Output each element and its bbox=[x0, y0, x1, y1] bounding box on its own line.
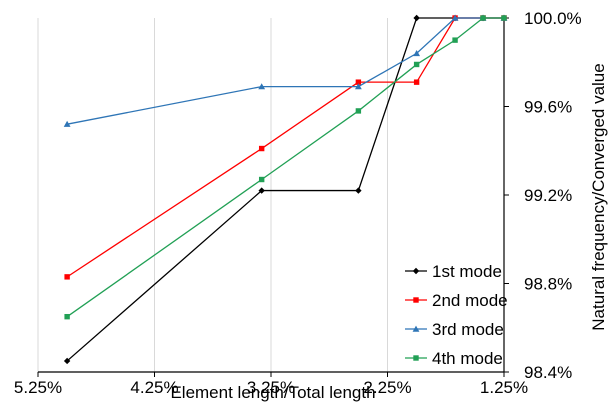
y-axis-title: Natural frequency/Converged value bbox=[589, 63, 608, 330]
legend-item-2: 2nd mode bbox=[405, 291, 508, 310]
data-point bbox=[413, 61, 420, 68]
y-tick-label: 98.8% bbox=[524, 275, 572, 294]
legend-item-4: 4th mode bbox=[405, 349, 503, 368]
data-point bbox=[355, 79, 362, 85]
legend-marker bbox=[413, 355, 419, 361]
y-tick-label: 99.6% bbox=[524, 98, 572, 117]
legend-item-3: 3rd mode bbox=[405, 320, 504, 339]
data-point bbox=[354, 83, 362, 90]
data-point bbox=[258, 187, 265, 194]
data-point bbox=[63, 120, 71, 127]
data-point bbox=[413, 14, 420, 22]
legend-marker bbox=[412, 267, 420, 275]
y-tick-label: 98.4% bbox=[524, 363, 572, 382]
x-tick-label: 2.25% bbox=[363, 378, 411, 397]
series-2 bbox=[64, 15, 507, 280]
x-tick-label: 4.25% bbox=[130, 378, 178, 397]
data-point bbox=[413, 50, 421, 57]
legend-marker bbox=[412, 325, 420, 332]
series-4 bbox=[64, 15, 507, 320]
data-point bbox=[258, 83, 266, 90]
data-point bbox=[413, 79, 420, 85]
legend: 1st mode 2nd mode 3rd mode 4th mode bbox=[405, 262, 508, 368]
y-tick-label: 99.2% bbox=[524, 186, 572, 205]
legend-label: 2nd mode bbox=[432, 291, 508, 310]
series bbox=[63, 14, 508, 365]
legend-marker bbox=[413, 297, 419, 303]
y-tick-label: 100.0% bbox=[524, 9, 582, 28]
data-point bbox=[355, 108, 362, 114]
data-point bbox=[258, 145, 265, 152]
legend-label: 1st mode bbox=[432, 262, 502, 281]
data-point bbox=[480, 15, 486, 21]
data-point bbox=[501, 15, 507, 21]
data-point bbox=[452, 37, 458, 43]
legend-label: 4th mode bbox=[432, 349, 503, 368]
series-line bbox=[66, 17, 504, 278]
tick-labels: 5.25% 4.25% 3.25% 2.25% 1.25%98.4% 98.8% 99.2%… bbox=[14, 9, 582, 397]
x-tick-label: 1.25% bbox=[480, 378, 528, 397]
x-axis-title: Element length/Total length bbox=[170, 383, 375, 402]
data-point bbox=[63, 357, 71, 365]
data-point bbox=[64, 274, 70, 280]
series-1 bbox=[63, 14, 508, 365]
x-tick-label: 5.25% bbox=[14, 378, 62, 397]
data-point bbox=[258, 176, 265, 183]
legend-label: 3rd mode bbox=[432, 320, 504, 339]
data-point bbox=[451, 14, 459, 21]
legend-item-1: 1st mode bbox=[405, 262, 502, 281]
series-3 bbox=[63, 14, 508, 127]
grid bbox=[37, 18, 505, 372]
axes bbox=[37, 17, 509, 377]
data-point bbox=[64, 313, 70, 320]
series-line bbox=[67, 17, 504, 125]
data-point bbox=[355, 187, 362, 194]
x-tick-label: 3.25% bbox=[247, 378, 295, 397]
